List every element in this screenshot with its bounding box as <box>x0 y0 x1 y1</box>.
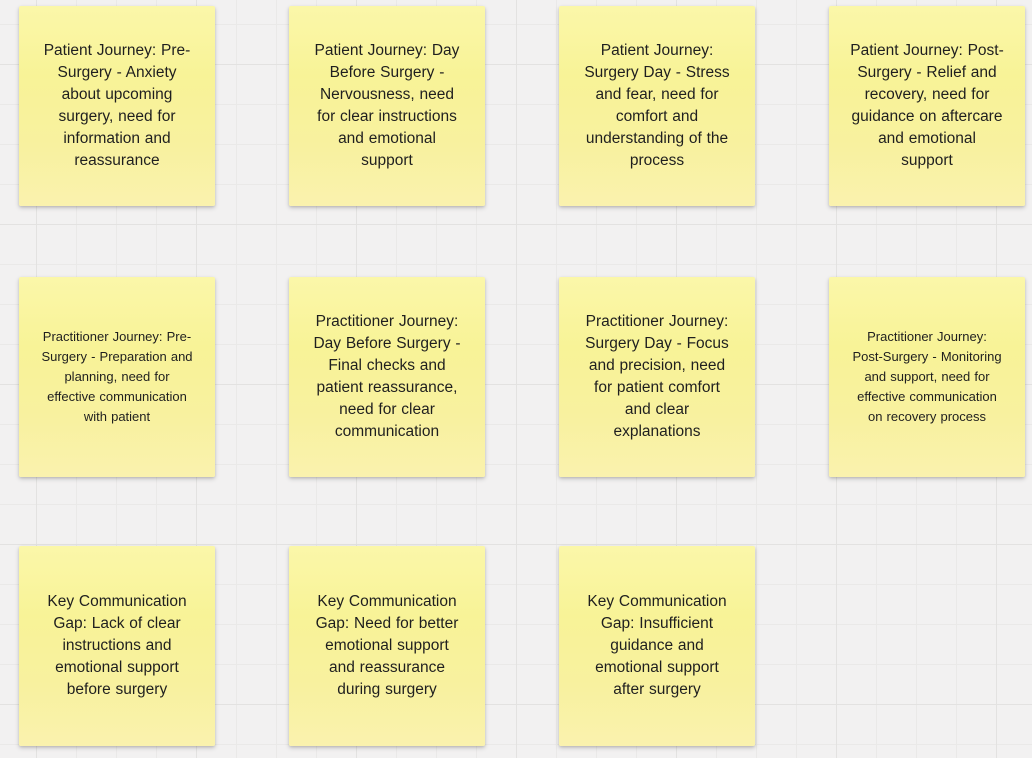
sticky-note-practitioner-day-before[interactable]: Practitioner Journey: Day Before Surgery… <box>289 277 485 477</box>
sticky-note-patient-surgery-day[interactable]: Patient Journey: Surgery Day - Stress an… <box>559 6 755 206</box>
sticky-note-gap-before-surgery[interactable]: Key Communication Gap: Lack of clear ins… <box>19 546 215 746</box>
sticky-note-gap-during-surgery[interactable]: Key Communication Gap: Need for better e… <box>289 546 485 746</box>
sticky-note-text: Practitioner Journey: Pre-Surgery - Prep… <box>41 328 193 425</box>
sticky-note-text: Patient Journey: Day Before Surgery - Ne… <box>314 41 460 170</box>
sticky-note-practitioner-surgery-day[interactable]: Practitioner Journey: Surgery Day - Focu… <box>559 277 755 477</box>
sticky-note-text: Patient Journey: Pre-Surgery - Anxiety a… <box>43 41 191 170</box>
sticky-note-practitioner-post-surgery[interactable]: Practitioner Journey: Post-Surgery - Mon… <box>829 277 1025 477</box>
sticky-note-gap-after-surgery[interactable]: Key Communication Gap: Insufficient guid… <box>559 546 755 746</box>
sticky-note-text: Practitioner Journey: Post-Surgery - Mon… <box>852 328 1002 425</box>
sticky-note-text: Practitioner Journey: Surgery Day - Focu… <box>585 312 729 441</box>
sticky-note-patient-pre-surgery[interactable]: Patient Journey: Pre-Surgery - Anxiety a… <box>19 6 215 206</box>
sticky-note-text: Patient Journey: Surgery Day - Stress an… <box>584 41 730 170</box>
sticky-note-patient-day-before[interactable]: Patient Journey: Day Before Surgery - Ne… <box>289 6 485 206</box>
sticky-note-text: Practitioner Journey: Day Before Surgery… <box>313 312 461 441</box>
sticky-note-text: Key Communication Gap: Insufficient guid… <box>587 592 727 699</box>
sticky-note-text: Patient Journey: Post-Surgery - Relief a… <box>850 41 1004 170</box>
sticky-note-text: Key Communication Gap: Lack of clear ins… <box>47 592 187 699</box>
sticky-note-practitioner-pre-surgery[interactable]: Practitioner Journey: Pre-Surgery - Prep… <box>19 277 215 477</box>
sticky-note-patient-post-surgery[interactable]: Patient Journey: Post-Surgery - Relief a… <box>829 6 1025 206</box>
sticky-note-text: Key Communication Gap: Need for better e… <box>315 592 459 699</box>
